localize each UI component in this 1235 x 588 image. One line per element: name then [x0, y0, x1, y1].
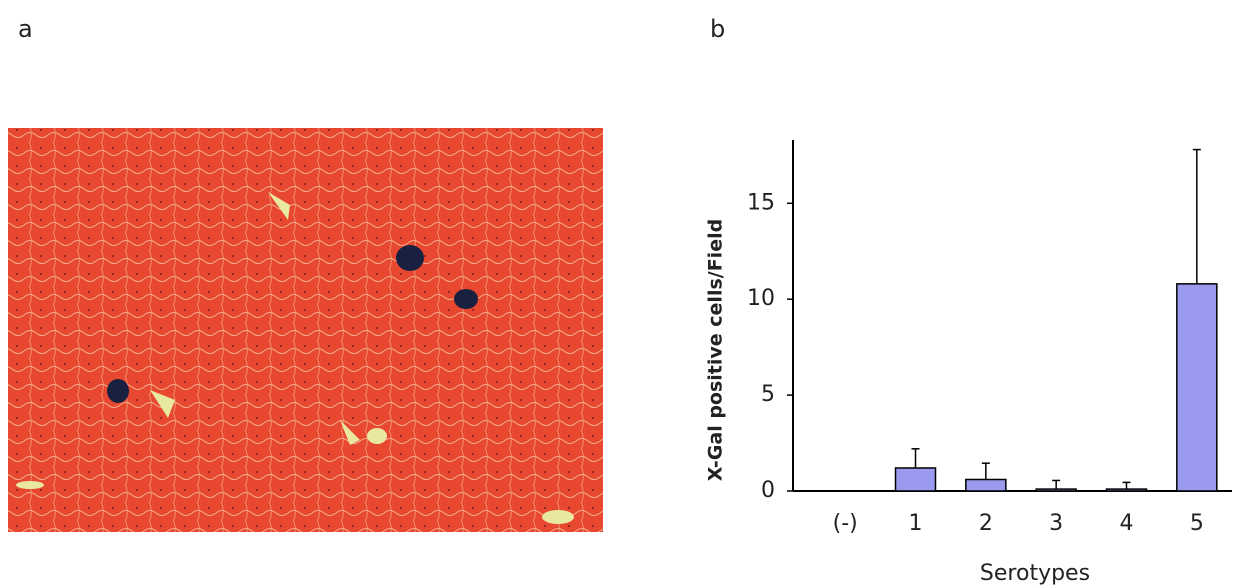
micrograph [8, 128, 603, 532]
y-axis-title: X-Gal positive cells/Field [705, 219, 727, 481]
error-bar [911, 448, 920, 468]
x-tick-label: 4 [1120, 511, 1134, 536]
bar [965, 478, 1007, 492]
x-axis-title: Serotypes [980, 561, 1090, 586]
error-bar [1122, 481, 1131, 490]
y-tick-label: 15 [747, 190, 775, 215]
y-tick-label: 10 [747, 286, 775, 311]
bar [894, 467, 937, 492]
y-tick-label: 5 [761, 382, 775, 407]
error-bar [981, 462, 990, 480]
y-tick-label: 0 [761, 478, 775, 503]
error-bar [1052, 479, 1061, 490]
bar [1105, 488, 1148, 492]
x-tick-label: 1 [909, 511, 923, 536]
x-tick-label: (-) [833, 511, 858, 536]
panel-label: b [710, 15, 725, 43]
error-bar [1192, 148, 1201, 284]
x-tick-label: 5 [1190, 511, 1204, 536]
panel-label: a [18, 15, 33, 43]
bar [1035, 488, 1077, 492]
bar [1176, 283, 1218, 492]
x-tick-label: 2 [979, 511, 993, 536]
x-tick-label: 3 [1049, 511, 1063, 536]
